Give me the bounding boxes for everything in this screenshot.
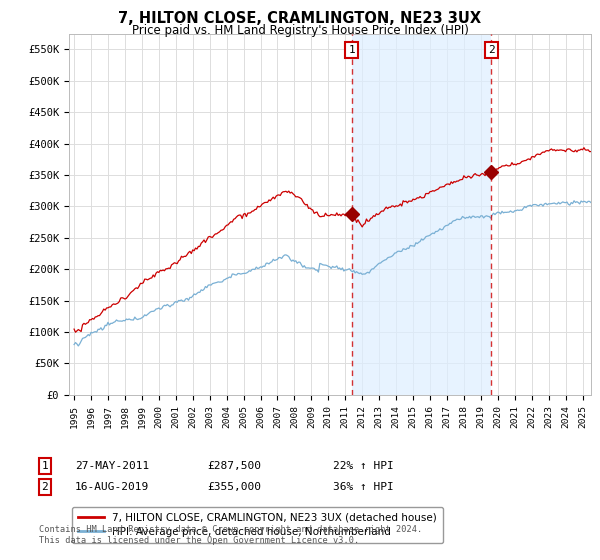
Text: 16-AUG-2019: 16-AUG-2019 [75,482,149,492]
Text: 36% ↑ HPI: 36% ↑ HPI [333,482,394,492]
Legend: 7, HILTON CLOSE, CRAMLINGTON, NE23 3UX (detached house), HPI: Average price, det: 7, HILTON CLOSE, CRAMLINGTON, NE23 3UX (… [71,507,443,543]
Text: 7, HILTON CLOSE, CRAMLINGTON, NE23 3UX: 7, HILTON CLOSE, CRAMLINGTON, NE23 3UX [118,11,482,26]
Text: Price paid vs. HM Land Registry's House Price Index (HPI): Price paid vs. HM Land Registry's House … [131,24,469,36]
Text: 1: 1 [41,461,49,471]
Text: 2: 2 [488,45,495,55]
Text: 22% ↑ HPI: 22% ↑ HPI [333,461,394,471]
Text: £355,000: £355,000 [207,482,261,492]
Text: 27-MAY-2011: 27-MAY-2011 [75,461,149,471]
Text: Contains HM Land Registry data © Crown copyright and database right 2024.
This d: Contains HM Land Registry data © Crown c… [39,525,422,545]
Text: 2: 2 [41,482,49,492]
Text: £287,500: £287,500 [207,461,261,471]
Text: 1: 1 [349,45,355,55]
Bar [352,34,491,395]
